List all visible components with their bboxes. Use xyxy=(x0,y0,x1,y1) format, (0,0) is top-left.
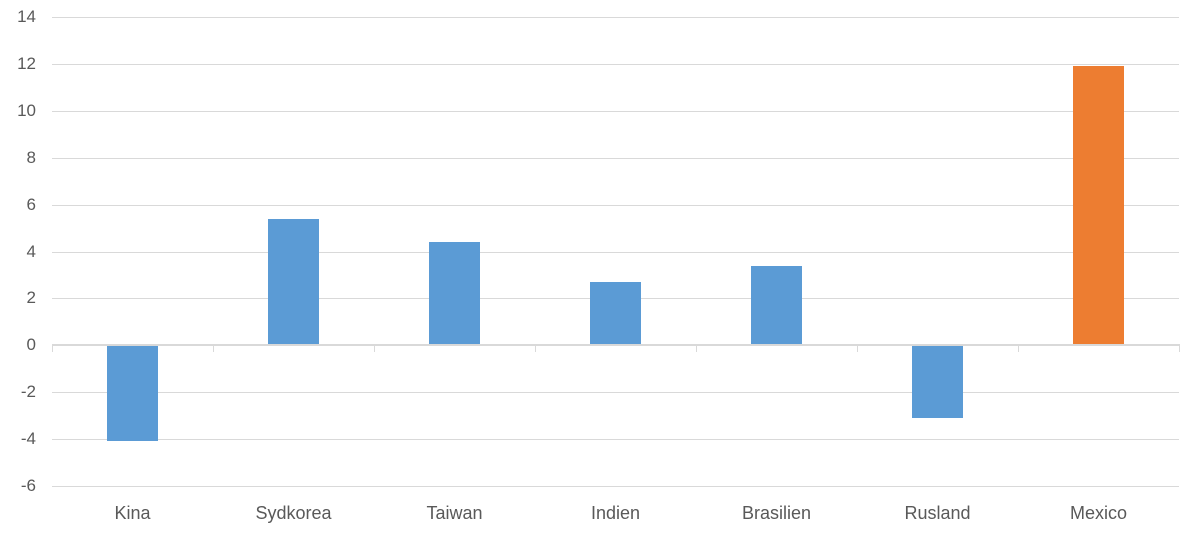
gridline-6 xyxy=(52,205,1179,206)
gridline--6 xyxy=(52,486,1179,487)
bar-sydkorea xyxy=(268,219,319,346)
x-axis-tick-mark xyxy=(535,346,536,352)
x-axis-tick-mark xyxy=(1179,346,1180,352)
bar-rusland xyxy=(912,345,963,418)
y-tick-label-4: 4 xyxy=(26,242,36,261)
x-axis-tick-mark xyxy=(857,346,858,352)
gridline-4 xyxy=(52,252,1179,253)
gridline--2 xyxy=(52,392,1179,393)
gridline-10 xyxy=(52,111,1179,112)
y-tick-label-6: 6 xyxy=(26,195,36,214)
y-tick-label--2: -2 xyxy=(20,382,36,401)
x-category-label-mexico: Mexico xyxy=(1069,503,1127,523)
y-tick-label-14: 14 xyxy=(17,7,36,26)
x-axis-tick-mark xyxy=(213,346,214,352)
x-axis-tick-mark xyxy=(52,346,53,352)
x-axis-tick-mark xyxy=(374,346,375,352)
x-category-label-brasilien: Brasilien xyxy=(741,503,812,523)
bar-taiwan xyxy=(429,242,480,345)
x-axis-tick-mark xyxy=(1018,346,1019,352)
y-tick-label-12: 12 xyxy=(17,54,36,73)
y-tick-label--4: -4 xyxy=(20,429,36,448)
bar-indien xyxy=(590,282,641,345)
x-category-label-indien: Indien xyxy=(590,503,641,523)
y-tick-label-8: 8 xyxy=(26,148,36,167)
y-tick-label--6: -6 xyxy=(20,476,36,495)
x-category-label-kina: Kina xyxy=(114,503,151,523)
y-tick-label-10: 10 xyxy=(17,101,36,120)
gridline-14 xyxy=(52,17,1179,18)
x-category-label-taiwan: Taiwan xyxy=(426,503,483,523)
bar-kina xyxy=(107,345,158,441)
x-category-label-sydkorea: Sydkorea xyxy=(255,503,332,523)
gridline-12 xyxy=(52,64,1179,65)
bar-brasilien xyxy=(751,266,802,346)
gridline--4 xyxy=(52,439,1179,440)
y-tick-label-2: 2 xyxy=(26,288,36,307)
x-category-label-rusland: Rusland xyxy=(904,503,971,523)
y-tick-label-0: 0 xyxy=(26,335,36,354)
gridline-8 xyxy=(52,158,1179,159)
x-axis-tick-mark xyxy=(696,346,697,352)
x-axis-line xyxy=(52,344,1180,346)
bar-mexico xyxy=(1073,66,1124,345)
